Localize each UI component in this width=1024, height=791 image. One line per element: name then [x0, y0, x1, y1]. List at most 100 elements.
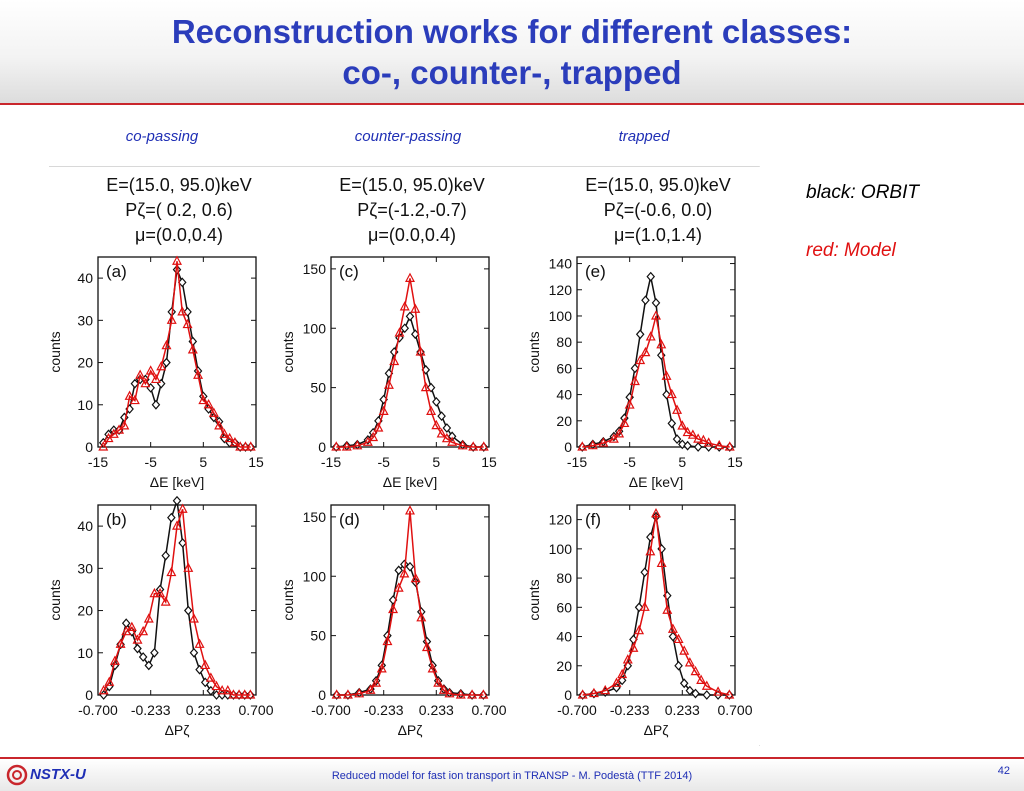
data-point-model: [342, 689, 353, 699]
data-point-model: [662, 604, 673, 614]
data-point-model: [200, 659, 211, 670]
x-tick-label: -5: [623, 454, 636, 470]
y-tick-label: 0: [564, 439, 572, 455]
data-point-model: [651, 507, 661, 518]
data-point-model: [693, 433, 704, 443]
data-point-model: [388, 603, 399, 614]
data-point-model: [203, 399, 214, 409]
data-point-model: [690, 665, 701, 676]
data-point-orbit: [150, 647, 159, 658]
data-point-model: [724, 689, 735, 699]
data-point-model: [129, 394, 140, 405]
panel-header-line: μ=(0.0,0.4): [135, 225, 223, 245]
y-tick-label: 100: [549, 308, 573, 324]
data-point-model: [119, 420, 130, 430]
data-point-orbit: [405, 561, 415, 572]
chart-panel: E=(15.0, 95.0)keV Pζ=( 0.2, 0.6) μ=(0.0,0.…: [47, 175, 264, 490]
x-tick-label: 15: [727, 454, 743, 470]
data-point-model: [198, 394, 209, 405]
x-tick-label: 0.233: [186, 702, 221, 718]
panel-tag: (b): [106, 510, 127, 529]
panel-header-line: E=(15.0, 95.0)keV: [106, 175, 252, 195]
data-point-orbit: [702, 690, 712, 700]
data-point-model: [656, 339, 667, 349]
y-tick-label: 20: [77, 355, 93, 371]
y-tick-label: 60: [556, 360, 572, 376]
x-tick-label: 15: [481, 454, 497, 470]
data-point-model: [600, 684, 611, 695]
x-tick-label: 5: [432, 454, 440, 470]
data-point-model: [431, 419, 442, 430]
data-point-orbit: [161, 550, 171, 561]
data-point-model: [378, 405, 389, 415]
data-point-model: [405, 272, 415, 282]
data-point-model: [577, 441, 588, 451]
data-point-orbit: [685, 685, 695, 696]
data-point-model: [405, 505, 415, 515]
data-point-model: [617, 668, 628, 679]
series-line-model: [336, 510, 484, 696]
panel-header-line: Pζ=(-1.2,-0.7): [357, 200, 466, 220]
y-tick-label: 20: [556, 413, 572, 429]
data-point-model: [399, 301, 410, 311]
panel-header-line: E=(15.0, 95.0)keV: [339, 175, 485, 195]
data-point-model: [135, 369, 146, 379]
x-axis-label: ΔE [keV]: [629, 474, 683, 490]
series-line-model: [336, 278, 484, 448]
data-point-model: [368, 431, 379, 442]
data-point-model: [177, 306, 188, 316]
slide-title-line2: co-, counter-, trapped: [342, 54, 682, 91]
data-point-model: [433, 677, 444, 687]
y-tick-label: 50: [310, 628, 326, 644]
data-point-model: [143, 613, 154, 623]
y-tick-label: 10: [77, 397, 93, 413]
data-point-model: [457, 440, 468, 450]
slide-title-line1: Reconstruction works for different class…: [171, 13, 853, 50]
data-point-orbit: [405, 311, 415, 322]
data-point-orbit: [394, 565, 404, 576]
panel-tag: (a): [106, 262, 127, 281]
y-tick-label: 0: [85, 439, 93, 455]
data-point-model: [126, 621, 137, 632]
panel-tag: (d): [339, 510, 360, 529]
data-point-model: [161, 339, 172, 350]
footer-text: Reduced model for fast ion transport in …: [331, 770, 693, 782]
plot-frame: [576, 256, 736, 448]
y-tick-label: 120: [549, 282, 573, 298]
data-point-orbit: [640, 567, 650, 578]
y-axis-label: counts: [49, 331, 63, 372]
data-point-model: [104, 676, 115, 686]
data-point-orbit: [167, 512, 176, 523]
data-point-model: [684, 657, 695, 667]
data-point-orbit: [668, 631, 678, 642]
data-point-orbit: [178, 538, 187, 548]
legend-model: red: Model: [806, 240, 896, 261]
data-point-orbit: [162, 357, 171, 368]
data-point-model: [587, 439, 598, 450]
series-line-model: [102, 508, 251, 696]
x-tick-label: -15: [88, 454, 108, 470]
data-point-orbit: [691, 688, 700, 699]
data-point-orbit: [651, 297, 661, 308]
x-tick-label: -0.233: [131, 702, 171, 718]
data-point-orbit: [635, 329, 645, 340]
histogram-figure: E=(15.0, 95.0)keV Pζ=( 0.2, 0.6) μ=(0.0,0.…: [47, 175, 753, 738]
data-point-model: [701, 680, 712, 690]
data-point-model: [673, 633, 684, 644]
x-tick-label: 0.700: [471, 702, 506, 718]
chart-panel: 0 10 20 30 40 -0.700 -0.233 0.233 0.700 ΔPζ counts…: [47, 495, 274, 738]
data-point-orbit: [133, 643, 142, 654]
y-tick-label: 0: [318, 687, 326, 703]
data-point-model: [608, 433, 619, 443]
series-line-orbit: [582, 516, 730, 696]
y-tick-label: 100: [303, 320, 327, 336]
data-point-model: [724, 441, 735, 451]
data-point-model: [98, 685, 109, 695]
chart-panel: E=(15.0, 95.0)keV Pζ=(-0.6, 0.0) μ=(1.0,1.…: [526, 175, 743, 490]
data-point-model: [376, 663, 387, 673]
data-point-model: [205, 672, 216, 682]
data-point-model: [577, 689, 588, 699]
data-point-orbit: [144, 660, 154, 671]
data-point-model: [389, 355, 400, 366]
data-point-model: [149, 587, 160, 598]
